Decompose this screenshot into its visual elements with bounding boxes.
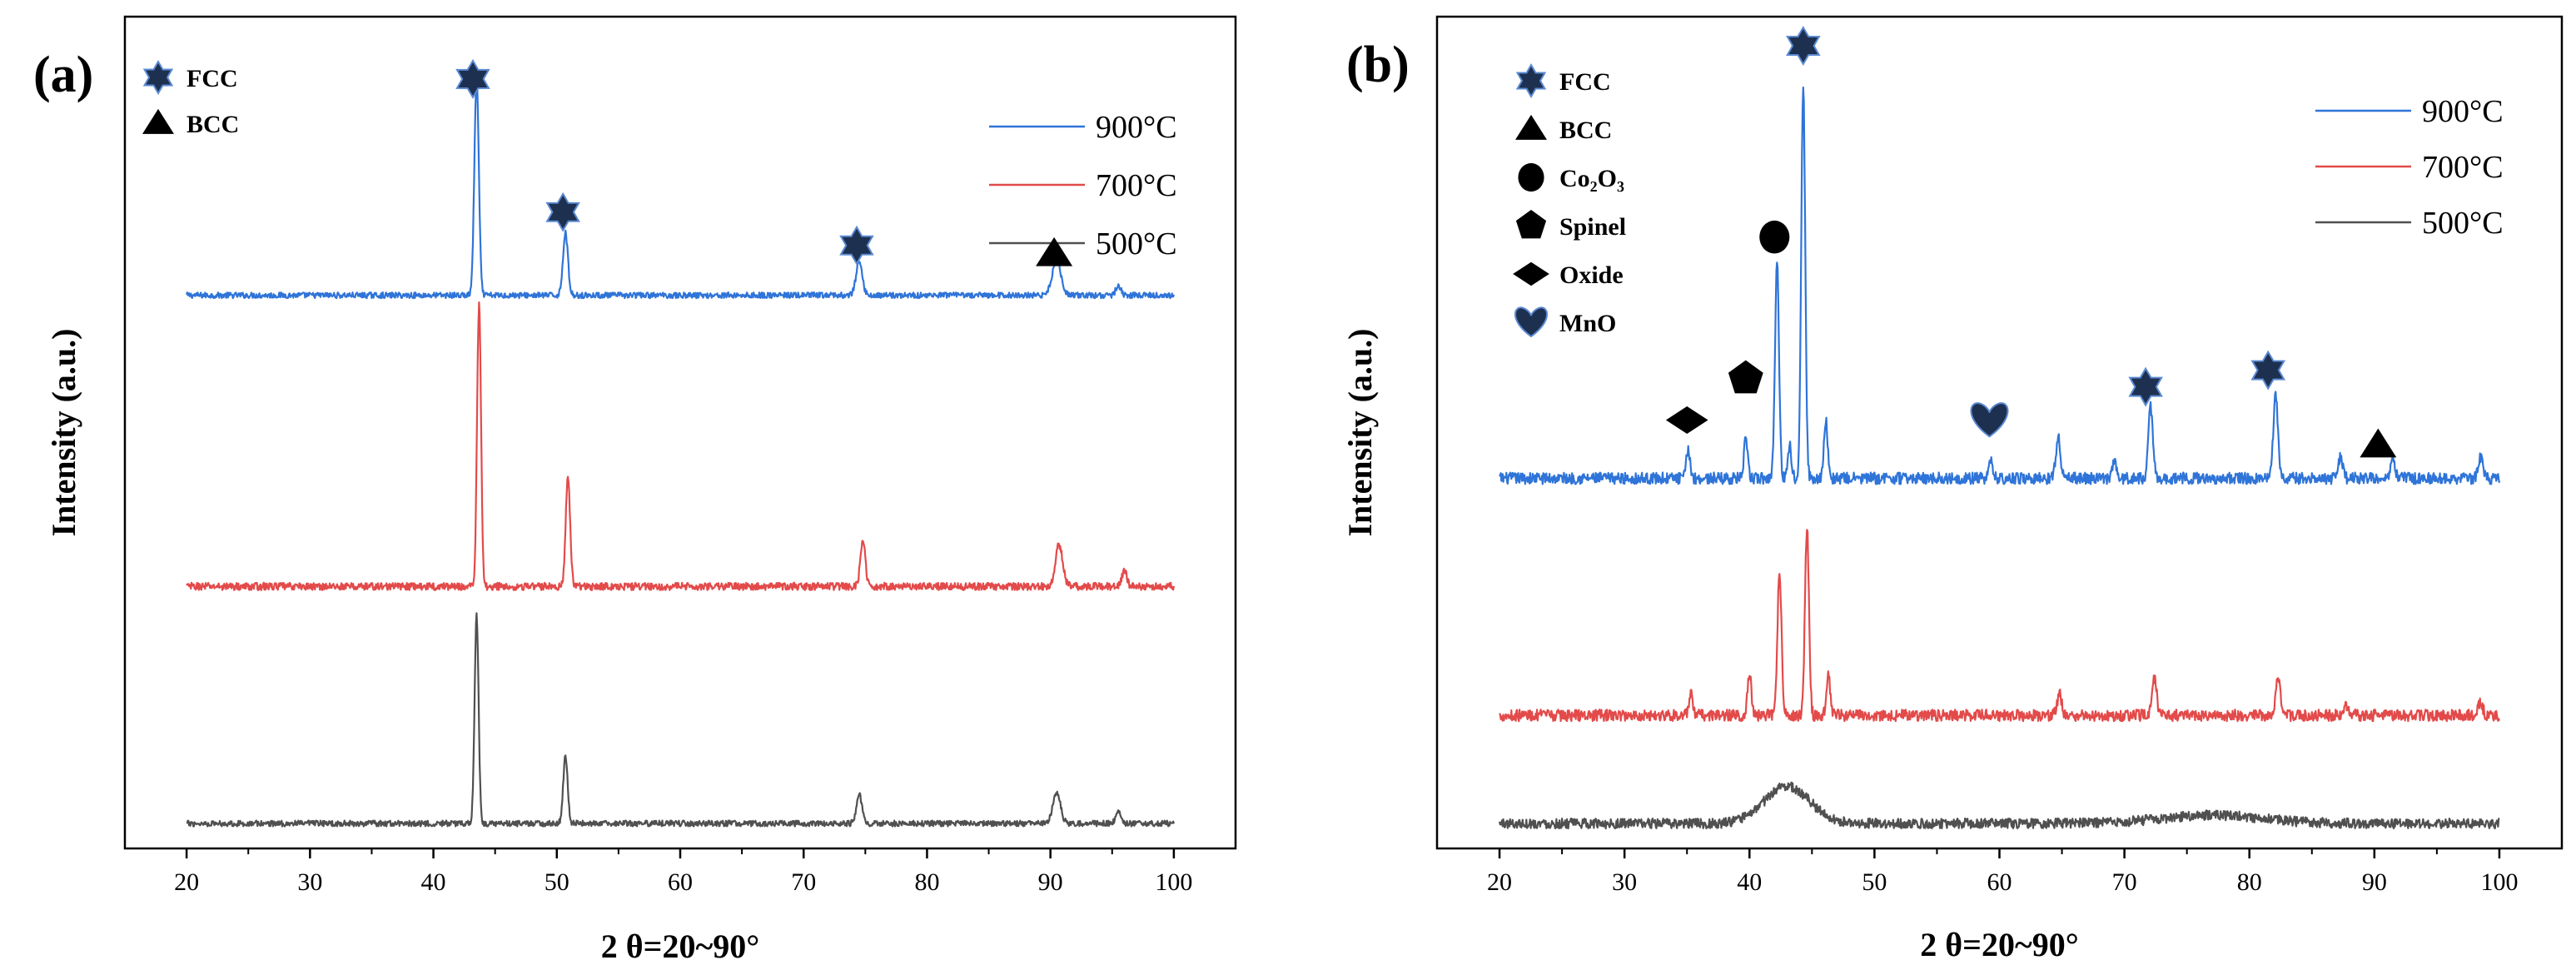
series-legend: 900°C 700°C 500°C xyxy=(2315,94,2504,241)
diamond-icon xyxy=(1665,406,1708,435)
star-icon xyxy=(2250,350,2286,390)
star-icon xyxy=(2128,366,2163,407)
phase-legend-label: MnO xyxy=(1559,310,1616,337)
series-line-500c xyxy=(186,612,1175,828)
chart-panel-a: 20 30 40 50 60 70 80 90 100 2 θ=20~90° Intensity (… xyxy=(33,15,1237,965)
phase-legend-label: Oxide xyxy=(1559,261,1624,289)
legend-label: 700°C xyxy=(1096,168,1177,203)
triangle-icon xyxy=(2360,428,2397,458)
series-group xyxy=(1499,86,2500,830)
circle-icon xyxy=(1518,162,1544,192)
legend-label: 900°C xyxy=(1096,110,1177,145)
x-tick-label: 30 xyxy=(1612,868,1637,896)
x-tick-label: 60 xyxy=(668,868,693,896)
series-line-500c xyxy=(1499,781,2500,830)
star-icon xyxy=(545,192,580,232)
x-tick-label: 90 xyxy=(2362,868,2387,896)
y-axis-title: Intensity (a.u.) xyxy=(45,328,82,536)
x-tick-label: 40 xyxy=(421,868,446,896)
phase-legend-label: FCC xyxy=(1559,68,1611,96)
pentagon-icon xyxy=(1515,210,1547,239)
x-tick-label: 40 xyxy=(1737,868,1762,896)
x-axis-ticks: 20 30 40 50 60 70 80 90 100 xyxy=(1487,848,2518,896)
peak-annotations xyxy=(455,58,1073,266)
star-icon xyxy=(142,60,174,95)
x-tick-label: 30 xyxy=(297,868,322,896)
y-axis-title: Intensity (a.u.) xyxy=(1341,328,1379,536)
phase-legend-label: Co₂O₃ xyxy=(1559,165,1624,192)
legend-label: 700°C xyxy=(2422,150,2504,185)
phase-legend-label: BCC xyxy=(186,111,239,138)
heart-icon xyxy=(1970,402,2009,438)
star-icon xyxy=(1515,63,1547,98)
panel-label: (b) xyxy=(1346,37,1410,93)
legend-label: 500°C xyxy=(1096,226,1177,261)
x-tick-label: 100 xyxy=(2480,868,2518,896)
phase-legend: FCC BCC Co₂O₃ Spinel Oxide MnO xyxy=(1513,63,1626,338)
legend-label: 500°C xyxy=(2422,206,2504,241)
x-tick-label: 20 xyxy=(174,868,199,896)
x-axis-ticks: 20 30 40 50 60 70 80 90 100 xyxy=(174,848,1192,896)
chart-panel-b: 20 30 40 50 60 70 80 90 100 2 θ=20~90° Intensity (… xyxy=(1341,15,2564,963)
diamond-icon xyxy=(1513,261,1549,286)
triangle-icon xyxy=(1036,236,1073,266)
star-icon xyxy=(839,225,874,266)
x-tick-label: 100 xyxy=(1155,868,1192,896)
series-group xyxy=(186,77,1175,828)
peak-annotations xyxy=(1665,26,2397,458)
series-legend: 900°C 700°C 500°C xyxy=(989,110,1177,261)
phase-legend-label: FCC xyxy=(186,65,238,92)
legend-label: 900°C xyxy=(2422,94,2504,129)
series-line-900c xyxy=(1499,86,2500,485)
series-line-900c xyxy=(186,77,1175,300)
x-axis-title: 2 θ=20~90° xyxy=(1920,926,2078,963)
phase-legend-label: Spinel xyxy=(1559,213,1626,241)
x-tick-label: 80 xyxy=(914,868,939,896)
phase-legend-label: BCC xyxy=(1559,117,1612,144)
x-tick-label: 90 xyxy=(1038,868,1063,896)
x-tick-label: 60 xyxy=(1987,868,2012,896)
circle-icon xyxy=(1759,220,1790,254)
series-line-700c xyxy=(1499,529,2500,723)
heart-icon xyxy=(1514,306,1548,338)
pentagon-icon xyxy=(1728,360,1763,394)
x-tick-label: 20 xyxy=(1487,868,1512,896)
series-line-700c xyxy=(186,301,1175,591)
x-tick-label: 80 xyxy=(2237,868,2262,896)
x-tick-label: 50 xyxy=(1862,868,1887,896)
phase-legend: FCC BCC xyxy=(142,60,239,138)
axes-frame xyxy=(123,15,1237,850)
triangle-icon xyxy=(142,108,174,134)
star-icon xyxy=(1786,26,1821,66)
panel-label: (a) xyxy=(33,47,93,103)
x-tick-label: 70 xyxy=(791,868,816,896)
x-axis-title: 2 θ=20~90° xyxy=(601,928,759,965)
star-icon xyxy=(455,58,490,99)
x-tick-label: 50 xyxy=(545,868,569,896)
triangle-icon xyxy=(1515,114,1547,140)
x-tick-label: 70 xyxy=(2112,868,2137,896)
